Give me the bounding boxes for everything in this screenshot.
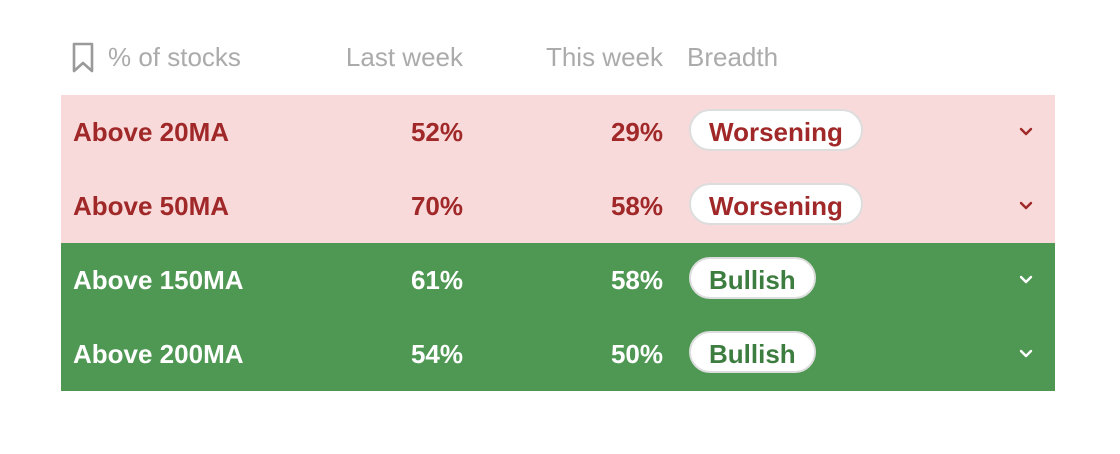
chevron-down-icon[interactable]	[1017, 345, 1035, 363]
breadth-badge: Worsening	[689, 109, 863, 151]
table-row[interactable]: Above 150MA 61% 58% Bullish	[61, 243, 1055, 317]
table-row[interactable]: Above 20MA 52% 29% Worsening	[61, 95, 1055, 169]
breadth-badge: Bullish	[689, 331, 816, 373]
this-week-value: 58%	[610, 265, 663, 295]
this-week-value: 58%	[610, 191, 663, 221]
this-week-value: 50%	[610, 339, 663, 369]
breadth-badge: Bullish	[689, 257, 816, 299]
header-last-week: Last week	[345, 42, 463, 72]
table-header: % of stocks Last week This week Breadth	[61, 30, 1055, 95]
chevron-down-icon[interactable]	[1017, 123, 1035, 141]
last-week-value: 70%	[410, 191, 463, 221]
row-label: Above 50MA	[73, 191, 230, 221]
header-breadth: Breadth	[687, 42, 779, 72]
chevron-down-icon[interactable]	[1017, 197, 1035, 215]
this-week-value: 29%	[610, 117, 663, 147]
table-row[interactable]: Above 200MA 54% 50% Bullish	[61, 317, 1055, 391]
row-label: Above 200MA	[73, 339, 244, 369]
bookmark-icon[interactable]	[71, 42, 95, 74]
last-week-value: 52%	[410, 117, 463, 147]
header-this-week: This week	[545, 42, 663, 72]
breadth-badge: Worsening	[689, 183, 863, 225]
chevron-down-icon[interactable]	[1017, 271, 1035, 289]
row-label: Above 20MA	[73, 117, 230, 147]
header-metric: % of stocks	[108, 42, 241, 72]
last-week-value: 54%	[410, 339, 463, 369]
row-label: Above 150MA	[73, 265, 244, 295]
table-row[interactable]: Above 50MA 70% 58% Worsening	[61, 169, 1055, 243]
last-week-value: 61%	[410, 265, 463, 295]
breadth-table: % of stocks Last week This week Breadth …	[61, 30, 1055, 391]
